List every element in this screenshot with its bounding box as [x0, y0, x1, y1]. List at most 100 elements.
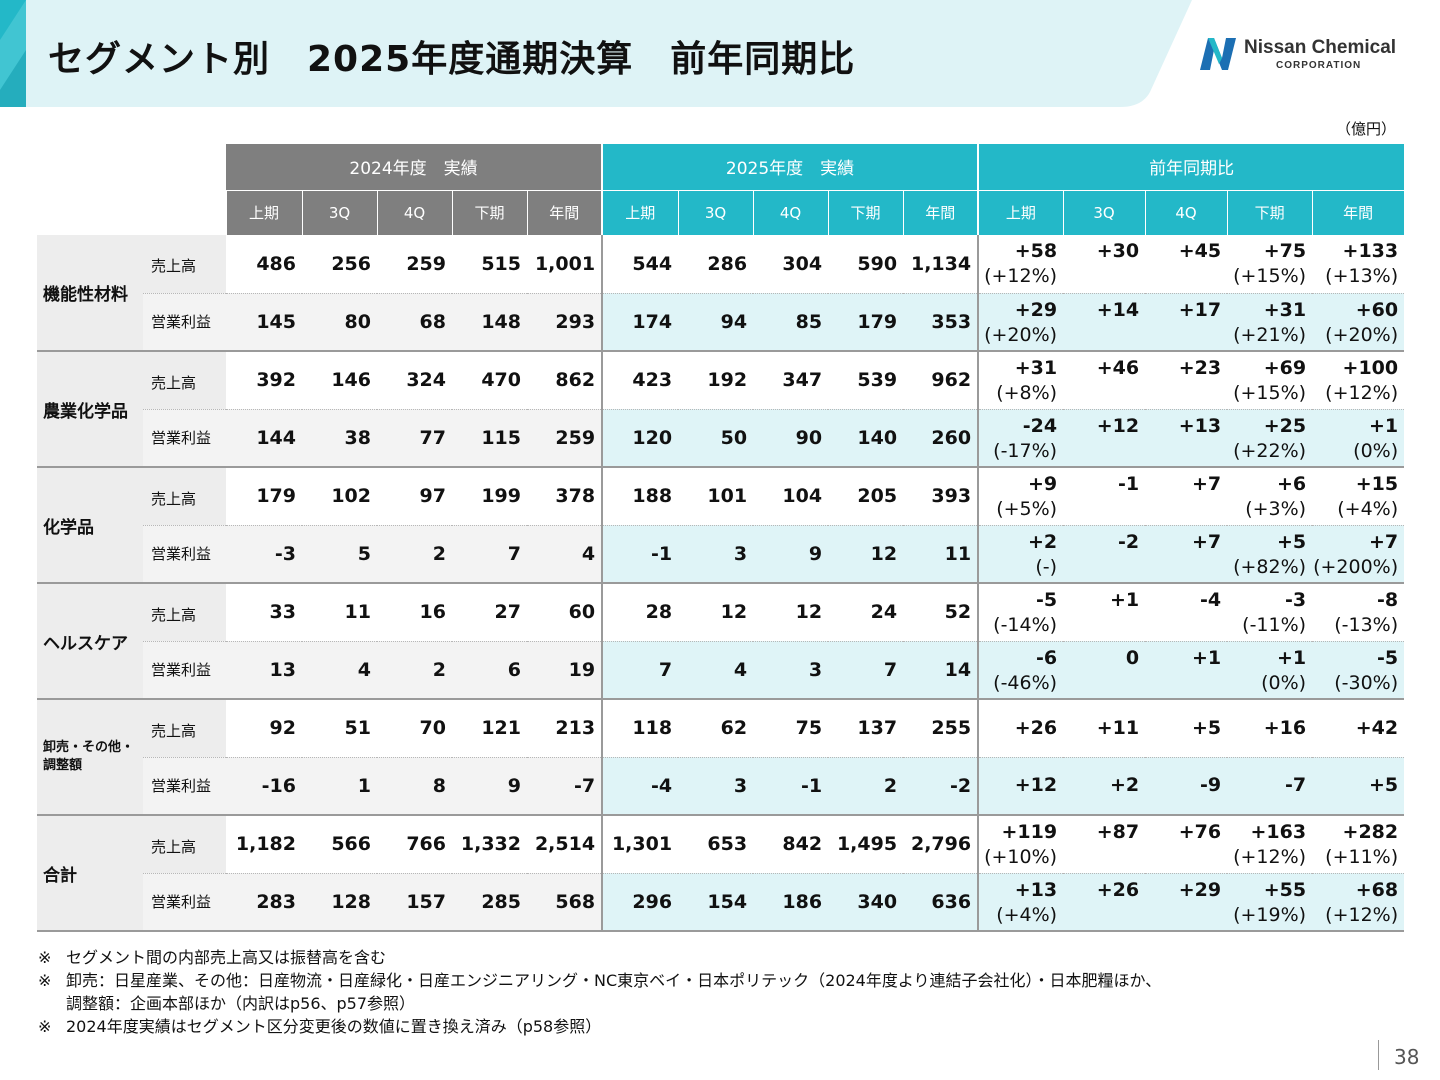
value-2025-cell: 12 — [678, 583, 754, 642]
value-2025-cell: 590 — [828, 235, 904, 294]
value-2024-cell: 392 — [226, 351, 302, 410]
value-2025-cell: 14 — [903, 641, 980, 700]
yoy-amount: +25 — [1263, 414, 1307, 437]
value-2025-cell: 118 — [602, 699, 679, 758]
logo-name: Nissan Chemical — [1244, 37, 1397, 58]
yoy-cell: +17 — [1145, 293, 1228, 352]
value-2025-cell: 3 — [678, 525, 754, 584]
value-2025-cell: 7 — [828, 641, 904, 700]
table-row: 農業化学品 売上高 392 146 324 470 862 423 192 347 539 962 +3… — [37, 351, 1405, 468]
value-2025-cell: 52 — [903, 583, 980, 642]
period-header-2025-2: 4Q — [753, 189, 829, 235]
value-2025-cell: 137 — [828, 699, 904, 758]
value-2025-cell: 186 — [753, 873, 829, 932]
value-2024-cell: 6 — [452, 641, 527, 700]
group-header-yoy: 前年同期比 — [978, 144, 1405, 190]
value-2025-cell: 340 — [828, 873, 904, 932]
yoy-amount: +1 — [1276, 646, 1307, 669]
value-2024-cell: 13 — [226, 641, 302, 700]
yoy-amount: +23 — [1178, 357, 1222, 379]
period-header-2025-4: 年間 — [903, 189, 980, 235]
value-2024-cell: 259 — [377, 235, 452, 294]
yoy-percent: (+5%) — [996, 498, 1058, 520]
value-2025-cell: 85 — [753, 293, 829, 352]
period-header-yoy-0: 上期 — [978, 189, 1064, 235]
yoy-amount: +26 — [1096, 878, 1140, 901]
value-2024-cell: 486 — [226, 235, 302, 294]
yoy-cell: +5 — [1145, 699, 1228, 758]
yoy-amount: +100 — [1342, 357, 1399, 379]
yoy-percent: (+15%) — [1233, 382, 1307, 404]
yoy-cell: -9 — [1145, 757, 1228, 816]
value-2024-cell: 70 — [377, 699, 452, 758]
value-2025-cell: 9 — [753, 525, 829, 584]
segment-name: 機能性材料 — [37, 235, 143, 352]
value-2024-cell: -3 — [226, 525, 302, 584]
period-header-yoy-3: 下期 — [1227, 189, 1313, 235]
value-2025-cell: 544 — [602, 235, 679, 294]
yoy-amount: +2 — [1027, 530, 1058, 553]
metric-label: 営業利益 — [143, 293, 226, 352]
yoy-amount: +76 — [1178, 821, 1222, 843]
yoy-amount: -8 — [1377, 589, 1399, 611]
segment-results-table: 2024年度 実績 2025年度 実績 前年同期比 上期 3Q 4Q 下期 年間 上期 3Q… — [37, 144, 1405, 932]
value-2025-cell: 255 — [903, 699, 980, 758]
yoy-cell: +60 (+20%) — [1312, 293, 1405, 352]
yoy-cell: +30 — [1063, 235, 1146, 294]
yoy-percent: (+200%) — [1313, 555, 1399, 578]
value-2024-cell: 51 — [302, 699, 377, 758]
footnote-mark: ※ — [38, 948, 52, 967]
value-2025-cell: 3 — [678, 757, 754, 816]
yoy-amount: +11 — [1096, 716, 1140, 739]
value-2024-cell: 293 — [527, 293, 604, 352]
value-2024-cell: 68 — [377, 293, 452, 352]
yoy-percent: (+20%) — [1325, 323, 1399, 346]
yoy-amount: +60 — [1355, 298, 1399, 321]
table-row: 営業利益 -3 5 2 7 4 -1 3 9 12 11 +2 (-) -2 +7 +5 (+82%) +7 (+2… — [37, 525, 1405, 584]
value-2024-cell: 1,332 — [452, 815, 527, 874]
yoy-percent: (-14%) — [993, 614, 1058, 636]
segment-name: 化学品 — [37, 467, 143, 584]
value-2024-cell: 38 — [302, 409, 377, 468]
yoy-cell: +29 (+20%) — [978, 293, 1064, 352]
period-header-2024-0: 上期 — [226, 189, 303, 235]
value-2025-cell: 653 — [678, 815, 754, 874]
yoy-percent: (+8%) — [996, 382, 1058, 404]
metric-label: 営業利益 — [143, 641, 226, 700]
segment-name: 卸売・その他・調整額 — [37, 699, 143, 816]
value-2024-cell: 2 — [377, 525, 452, 584]
footnote-text: 卸売：日星産業、その他：日産物流・日産緑化・日産エンジニアリング・NC東京ベイ・… — [66, 971, 1162, 990]
value-2024-cell: 568 — [527, 873, 604, 932]
yoy-cell: +69 (+15%) — [1227, 351, 1313, 410]
yoy-cell: +31 (+8%) — [978, 351, 1064, 410]
yoy-cell: +46 — [1063, 351, 1146, 410]
yoy-percent: (+12%) — [1233, 846, 1307, 868]
value-2025-cell: 94 — [678, 293, 754, 352]
yoy-percent: (+12%) — [1325, 382, 1399, 404]
yoy-percent: (+4%) — [1337, 498, 1399, 520]
yoy-percent: (-11%) — [1242, 614, 1307, 636]
yoy-amount: +55 — [1263, 878, 1307, 901]
value-2024-cell: 515 — [452, 235, 527, 294]
value-2024-cell: 8 — [377, 757, 452, 816]
nissan-chemical-logo-icon — [1200, 38, 1236, 70]
value-2024-cell: -16 — [226, 757, 302, 816]
yoy-percent: (+12%) — [984, 265, 1058, 287]
value-2025-cell: 104 — [753, 467, 829, 526]
yoy-amount: +5 — [1191, 716, 1222, 739]
yoy-cell: -7 — [1227, 757, 1313, 816]
yoy-cell: -8 (-13%) — [1312, 583, 1405, 642]
footnotes: ※ セグメント間の内部売上高又は振替高を含む ※ 卸売：日星産業、その他：日産物流・日… — [38, 946, 1161, 1038]
yoy-cell: +1 — [1145, 641, 1228, 700]
page-number-divider — [1378, 1040, 1379, 1070]
yoy-amount: +13 — [1178, 414, 1222, 437]
yoy-cell: -5 (-14%) — [978, 583, 1064, 642]
value-2025-cell: 11 — [903, 525, 980, 584]
period-header-row: 上期 3Q 4Q 下期 年間 上期 3Q 4Q 下期 年間 上期 3Q 4Q 下期 年間 — [37, 189, 1405, 235]
value-2024-cell: 16 — [377, 583, 452, 642]
value-2025-cell: 304 — [753, 235, 829, 294]
yoy-amount: +69 — [1263, 357, 1307, 379]
value-2025-cell: 423 — [602, 351, 679, 410]
yoy-cell: +100 (+12%) — [1312, 351, 1405, 410]
metric-label: 売上高 — [143, 351, 226, 410]
